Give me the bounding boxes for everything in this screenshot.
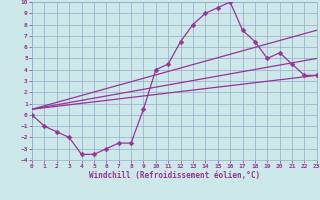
- X-axis label: Windchill (Refroidissement éolien,°C): Windchill (Refroidissement éolien,°C): [89, 171, 260, 180]
